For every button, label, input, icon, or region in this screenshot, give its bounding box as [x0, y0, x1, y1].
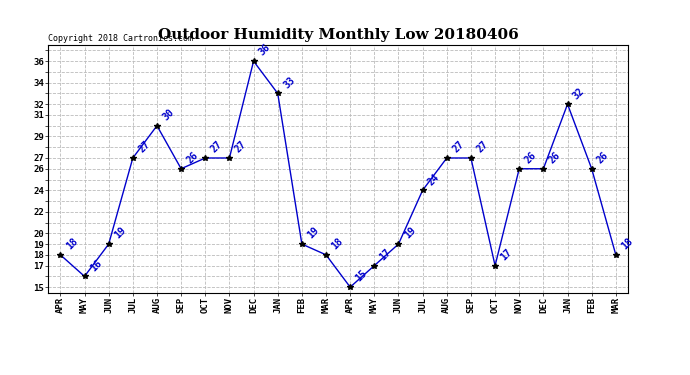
Text: 19: 19 — [112, 225, 128, 241]
Text: 15: 15 — [354, 268, 369, 284]
Text: 18: 18 — [330, 236, 345, 252]
Text: 26: 26 — [185, 150, 200, 165]
Text: 17: 17 — [499, 247, 514, 262]
Text: Copyright 2018 Cartronics.com: Copyright 2018 Cartronics.com — [48, 33, 193, 42]
Text: 26: 26 — [523, 150, 538, 165]
Text: 32: 32 — [571, 86, 586, 101]
Text: 26: 26 — [595, 150, 611, 165]
Text: 27: 27 — [137, 140, 152, 155]
Text: 24: 24 — [426, 172, 442, 187]
Text: 27: 27 — [475, 140, 490, 155]
Text: 19: 19 — [402, 225, 417, 241]
Text: 27: 27 — [233, 140, 248, 155]
Text: 18: 18 — [64, 236, 79, 252]
Text: 27: 27 — [451, 140, 466, 155]
Text: 27: 27 — [209, 140, 224, 155]
Text: 26: 26 — [547, 150, 562, 165]
Text: 19: 19 — [306, 225, 321, 241]
Text: 36: 36 — [257, 42, 273, 58]
Text: 16: 16 — [88, 258, 104, 273]
Title: Outdoor Humidity Monthly Low 20180406: Outdoor Humidity Monthly Low 20180406 — [158, 28, 518, 42]
Text: 18: 18 — [620, 236, 635, 252]
Text: 17: 17 — [378, 247, 393, 262]
Text: 33: 33 — [282, 75, 297, 90]
Text: 30: 30 — [161, 107, 176, 123]
